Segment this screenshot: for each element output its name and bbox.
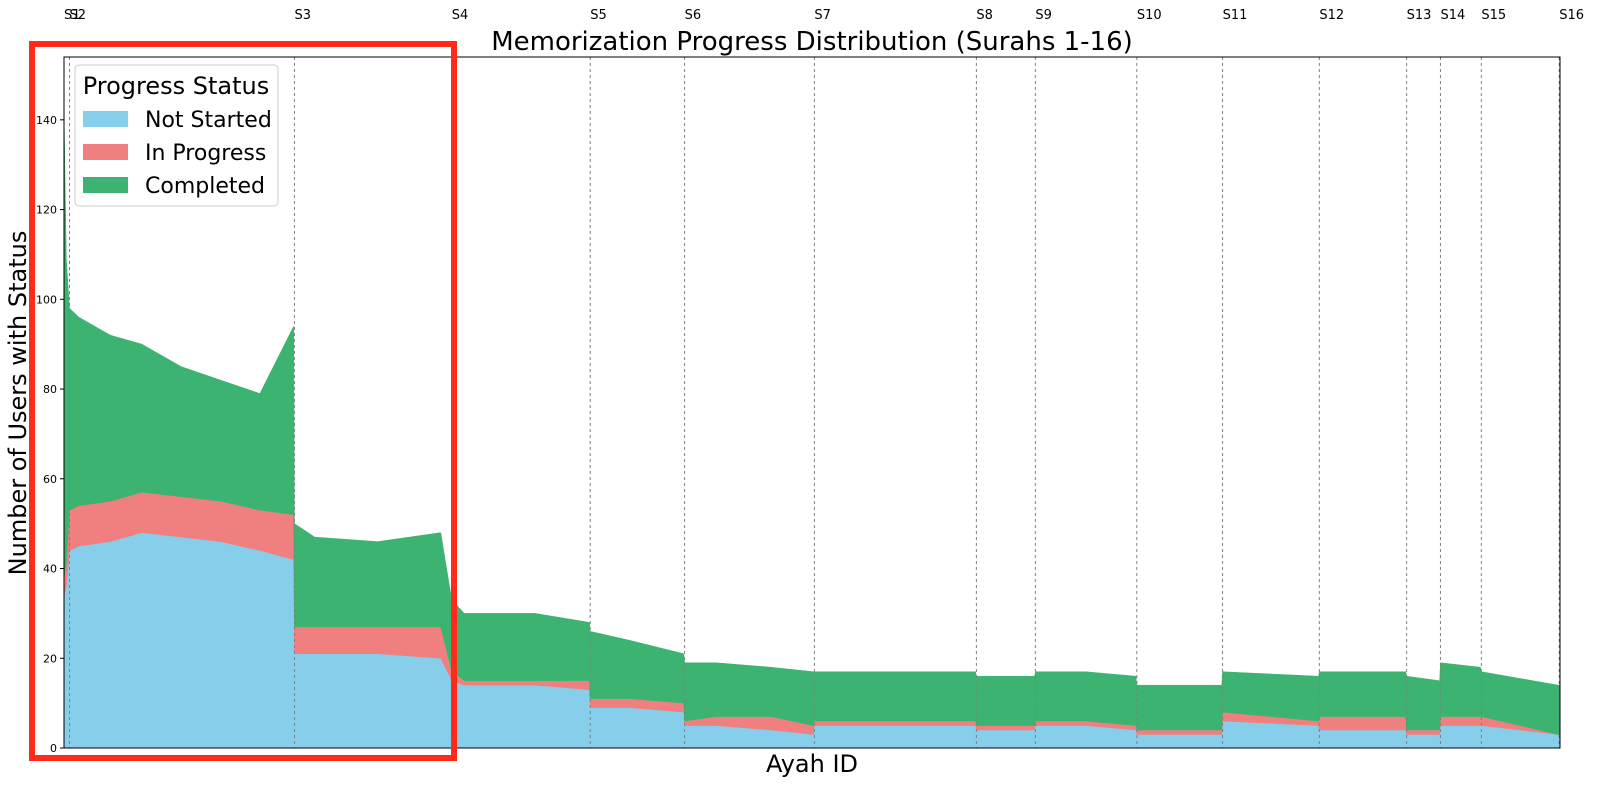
y-tick-label: 0 [50,742,57,755]
x-axis-label: Ayah ID [766,750,858,778]
surah-label-s10: S10 [1137,8,1162,23]
y-axis: 0 20 40 60 80 100 120 140 [36,114,64,755]
legend-swatch-completed [83,177,128,193]
surah-label-s5: S5 [590,8,607,23]
y-tick-label: 100 [36,293,57,306]
surah-label-s4: S4 [452,8,469,23]
surah-label-s11: S11 [1223,8,1248,23]
y-tick-label: 140 [36,114,57,127]
y-tick-label: 60 [43,473,57,486]
surah-label-s1: S1 [64,8,81,23]
surah-label-s13: S13 [1407,8,1432,23]
surah-label-s12: S12 [1319,8,1344,23]
legend-swatch-in-progress [83,144,128,160]
surah-label-s3: S3 [294,8,311,23]
plot-frame [63,56,1561,749]
chart-title: Memorization Progress Distribution (Sura… [491,27,1133,57]
surah-label-s8: S8 [976,8,993,23]
legend-label-in-progress: In Progress [145,141,266,166]
surah-label-s14: S14 [1440,8,1465,23]
legend-swatch-not-started [83,111,128,127]
y-tick-label: 40 [43,563,57,576]
legend: Progress Status Not Started In Progress … [74,64,279,207]
highlight-box [29,41,457,761]
legend-title: Progress Status [83,72,270,100]
surah-label-s9: S9 [1035,8,1052,23]
y-tick-label: 20 [43,652,57,665]
surah-label-s2: S2 [70,8,87,23]
surah-label-s6: S6 [685,8,702,23]
stacked-areas [63,110,1561,749]
legend-label-not-started: Not Started [145,108,272,133]
y-tick-label: 120 [36,204,57,217]
y-axis-label: Number of Users with Status [4,231,32,576]
surah-label-s15: S15 [1481,8,1506,23]
surah-label-s16: S16 [1559,8,1584,23]
surah-label-s7: S7 [814,8,831,23]
legend-label-completed: Completed [145,174,265,199]
legend-box [74,64,279,207]
y-tick-label: 80 [43,383,57,396]
